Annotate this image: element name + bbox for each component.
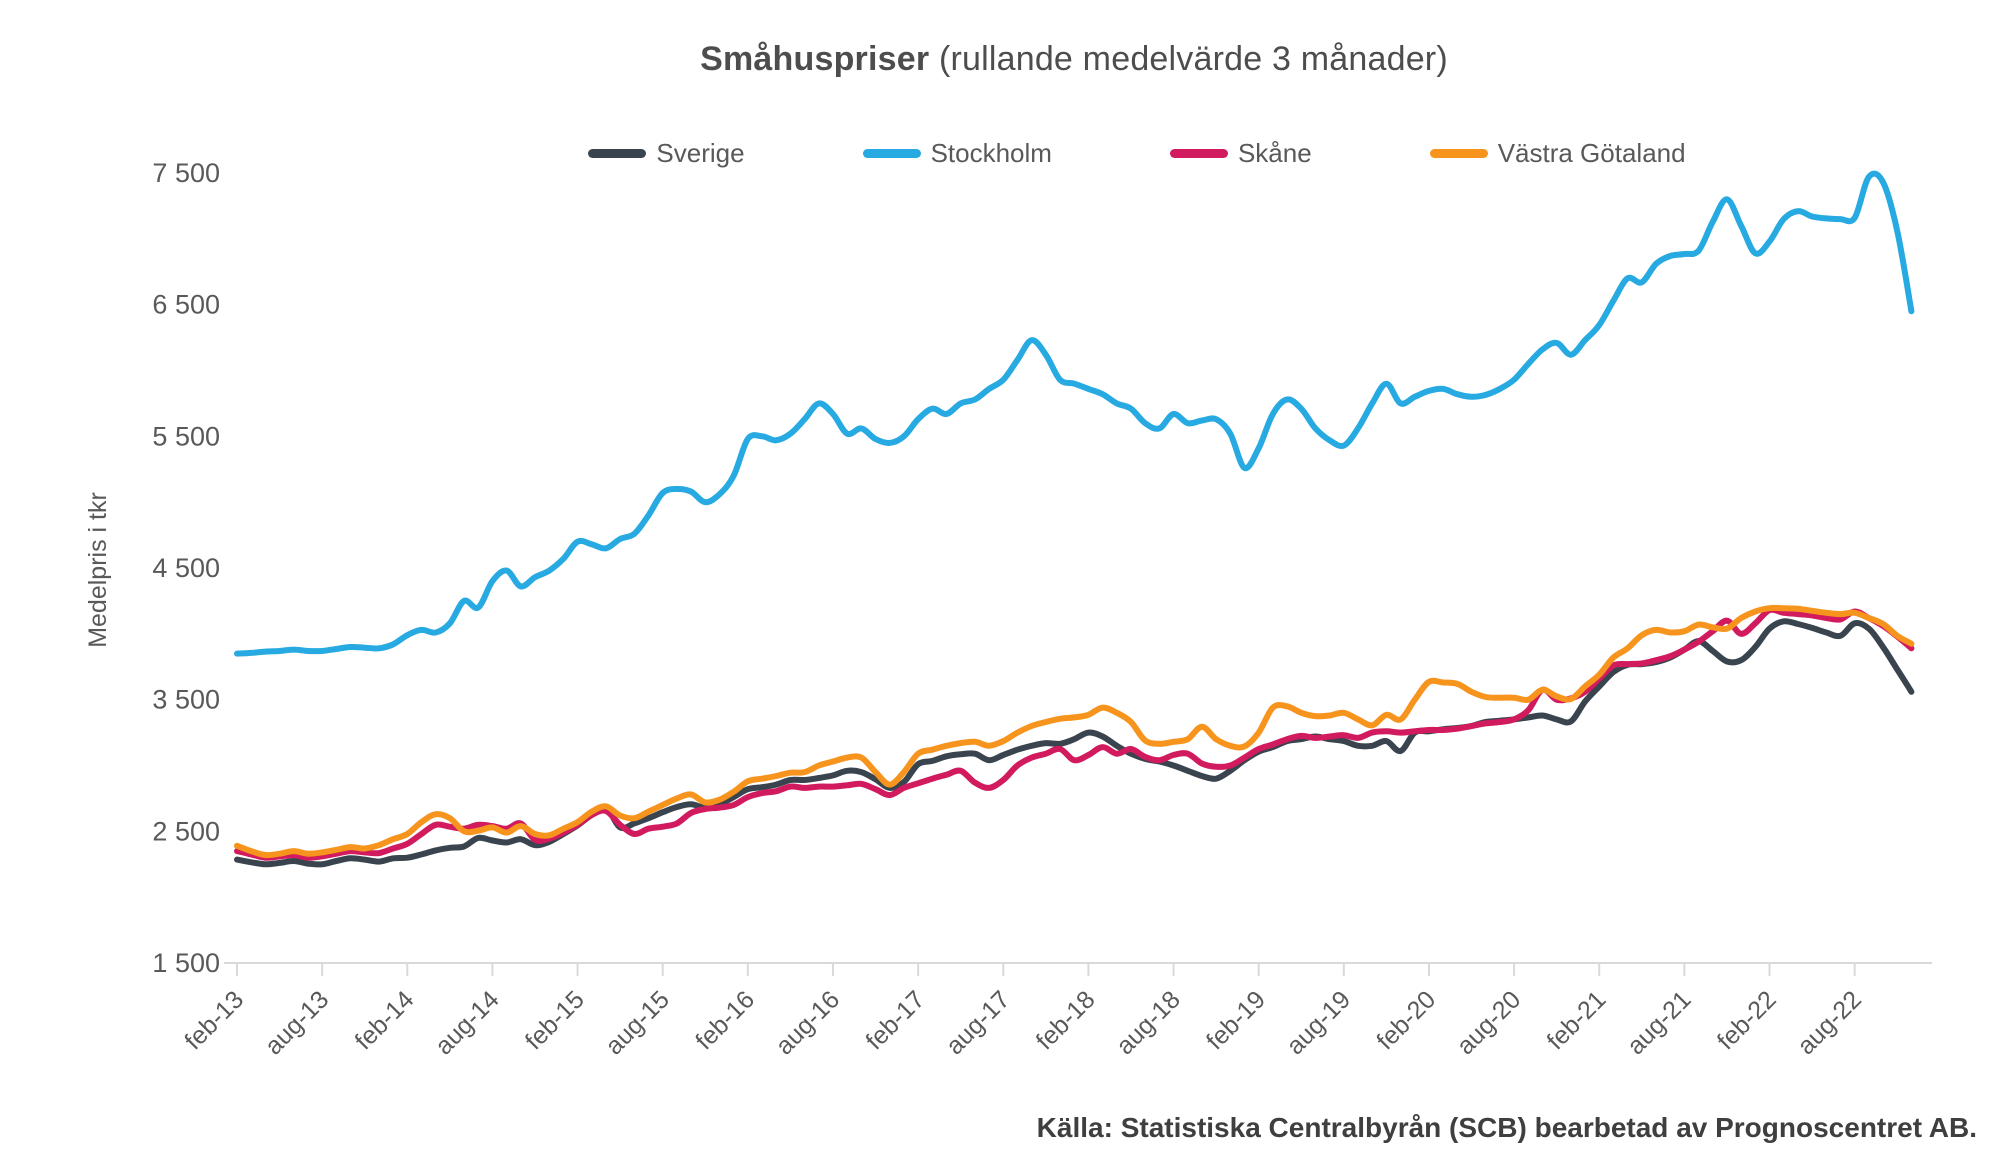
x-tick-label: feb-18: [1031, 985, 1101, 1055]
y-tick-label: 2 500: [152, 816, 220, 846]
x-tick-label: feb-19: [1201, 985, 1271, 1055]
y-tick-label: 5 500: [152, 421, 220, 451]
x-tick-label: feb-22: [1712, 985, 1782, 1055]
legend-label-vastra-gotaland: Västra Götaland: [1497, 138, 1686, 168]
x-tick-label: feb-15: [520, 985, 590, 1055]
series-line-v-stra-g-taland: [234, 604, 1915, 859]
legend-label-sverige: Sverige: [656, 138, 745, 168]
x-tick-label: feb-20: [1371, 985, 1441, 1055]
x-tick-label: feb-21: [1542, 985, 1612, 1055]
y-axis-title: Medelpris i tkr: [84, 492, 112, 648]
y-tick-label: 4 500: [152, 553, 220, 583]
x-tick-label: aug-13: [260, 985, 335, 1060]
y-tick-label: 6 500: [152, 290, 220, 320]
legend-label-stockholm: Stockholm: [930, 138, 1052, 168]
x-tick-label: feb-13: [179, 985, 249, 1055]
x-tick-label: aug-17: [941, 985, 1016, 1060]
x-tick-label: aug-19: [1281, 985, 1356, 1060]
legend-item-skane: Skåne: [1169, 138, 1312, 169]
legend-swatch-sverige-icon: [588, 149, 647, 158]
chart-title: Småhuspriser (rullande medelvärde 3 måna…: [237, 40, 1911, 79]
series-line-stockholm: [234, 170, 1915, 657]
legend-swatch-skane-icon: [1169, 149, 1228, 158]
legend-item-sverige: Sverige: [588, 138, 745, 169]
legend-swatch-vastra-gotaland-icon: [1429, 149, 1488, 158]
y-tick-label: 7 500: [152, 158, 220, 188]
x-tick-label: aug-14: [430, 985, 505, 1060]
x-tick-label: aug-18: [1111, 985, 1186, 1060]
legend-label-skane: Skåne: [1237, 138, 1312, 168]
x-tick-label: aug-16: [770, 985, 845, 1060]
y-tick-label: 1 500: [152, 948, 220, 978]
x-tick-label: feb-17: [860, 985, 930, 1055]
legend-item-vastra-gotaland: Västra Götaland: [1429, 138, 1686, 169]
source-credit: Källa: Statistiska Centralbyrån (SCB) be…: [1036, 1112, 1977, 1143]
legend-item-stockholm: Stockholm: [862, 138, 1052, 169]
legend: Sverige Stockholm Skåne Västra Götaland: [300, 138, 1974, 169]
chart-title-suffix: (rullande medelvärde 3 månader): [929, 40, 1448, 78]
x-tick-label: feb-14: [350, 985, 420, 1055]
chart-title-main: Småhuspriser: [700, 40, 930, 78]
legend-swatch-stockholm-icon: [862, 149, 921, 158]
x-tick-label: aug-22: [1792, 985, 1867, 1060]
x-tick-label: aug-21: [1622, 985, 1697, 1060]
x-tick-label: aug-20: [1451, 985, 1526, 1060]
x-tick-label: feb-16: [690, 985, 760, 1055]
y-tick-label: 3 500: [152, 685, 220, 715]
series-line-sk-ne: [234, 606, 1915, 861]
x-tick-label: aug-15: [600, 985, 675, 1060]
